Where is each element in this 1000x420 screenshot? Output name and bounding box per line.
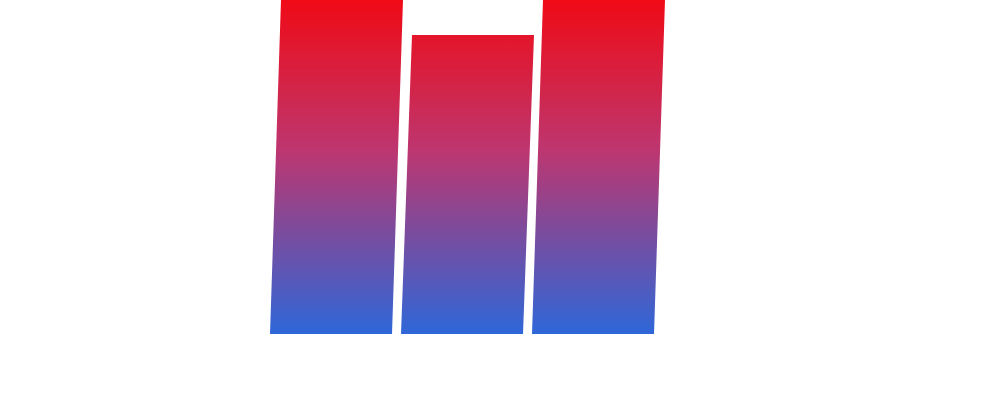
- logo-bar-right: [532, 0, 665, 334]
- logo-bar-middle: [401, 35, 534, 334]
- logo-bar-left: [270, 0, 403, 334]
